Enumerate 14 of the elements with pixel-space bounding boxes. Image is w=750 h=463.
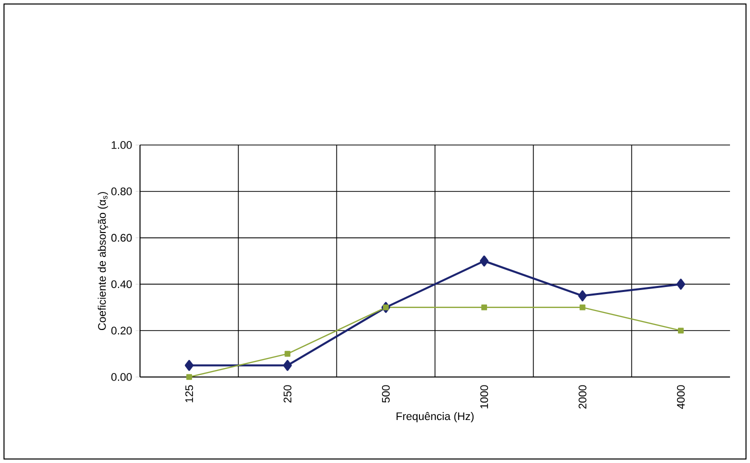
y-tick-label: 0.80 (111, 188, 132, 196)
x-tick-label: 1000 (480, 385, 488, 408)
y-tick-label: 0.60 (111, 234, 132, 242)
y-axis-title: Coeficiente de absorção (α$_{s}$) (98, 192, 108, 330)
y-tick-label: 0.00 (111, 373, 132, 381)
y-tick-label: 0.20 (111, 326, 132, 334)
x-tick-label: 4000 (676, 385, 685, 409)
x-tick-label: 2000 (578, 385, 586, 409)
x-axis-title: Frequência (Hz) (396, 412, 474, 422)
x-tick-label: 250 (284, 385, 292, 403)
x-tick-label: 500 (382, 385, 390, 403)
y-tick-label: 1.00 (112, 141, 132, 149)
y-tick-label: 0.40 (111, 280, 132, 288)
x-tick-label: 125 (185, 385, 194, 402)
